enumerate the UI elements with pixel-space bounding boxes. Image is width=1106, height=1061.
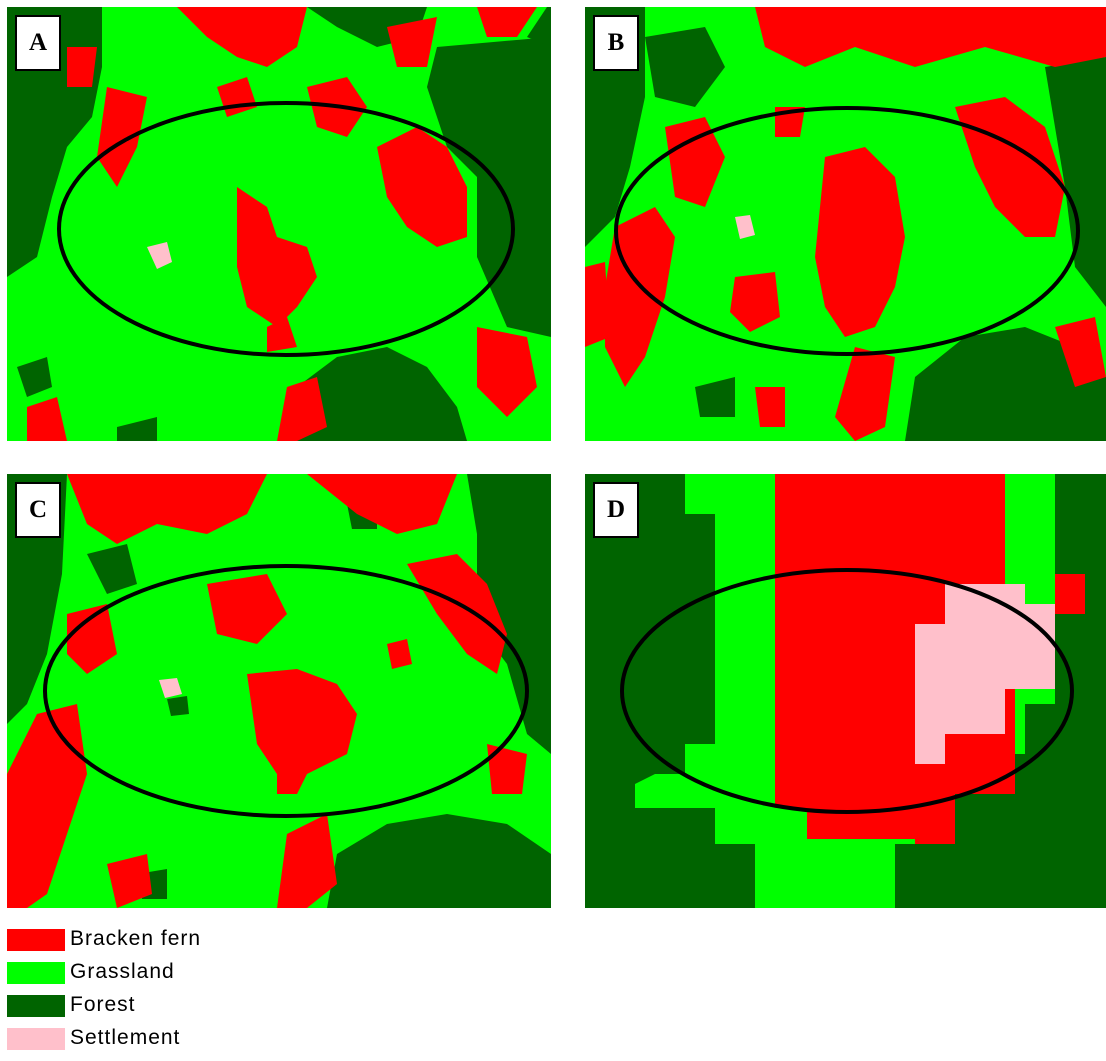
legend-label: Forest <box>70 993 136 1016</box>
legend-label: Grassland <box>70 960 175 983</box>
bracken-fern-patches <box>7 474 527 908</box>
legend-swatch-bracken-fern <box>7 929 65 951</box>
settlement-patch <box>735 215 755 239</box>
legend-swatch-grassland <box>7 962 65 984</box>
focus-ellipse <box>43 564 529 818</box>
panel-label-c: C <box>15 482 61 538</box>
focus-ellipse <box>57 101 515 357</box>
settlement-patch <box>147 242 172 269</box>
panel-label-d: D <box>593 482 639 538</box>
legend: Bracken fern Grassland Forest Settlement <box>7 925 247 1057</box>
legend-label: Bracken fern <box>70 927 202 950</box>
settlement-patch <box>915 584 1055 764</box>
map-panel-d: D <box>585 474 1106 908</box>
bracken-fern-patches <box>27 7 537 441</box>
panel-label-b: B <box>593 15 639 71</box>
legend-item-settlement: Settlement <box>7 1024 247 1057</box>
land-cover-map-c <box>7 474 551 908</box>
map-panel-a: A <box>7 7 551 441</box>
legend-item-bracken-fern: Bracken fern <box>7 925 247 958</box>
land-cover-map-a <box>7 7 551 441</box>
map-panel-b: B <box>585 7 1106 441</box>
settlement-patch <box>159 678 182 698</box>
legend-label: Settlement <box>70 1026 181 1049</box>
land-cover-map-d <box>585 474 1106 908</box>
legend-item-forest: Forest <box>7 991 247 1024</box>
land-cover-map-b <box>585 7 1106 441</box>
panel-label-a: A <box>15 15 61 71</box>
legend-item-grassland: Grassland <box>7 958 247 991</box>
legend-swatch-settlement <box>7 1028 65 1050</box>
focus-ellipse <box>614 106 1080 356</box>
focus-ellipse <box>620 568 1074 814</box>
legend-swatch-forest <box>7 995 65 1017</box>
map-panel-c: C <box>7 474 551 908</box>
